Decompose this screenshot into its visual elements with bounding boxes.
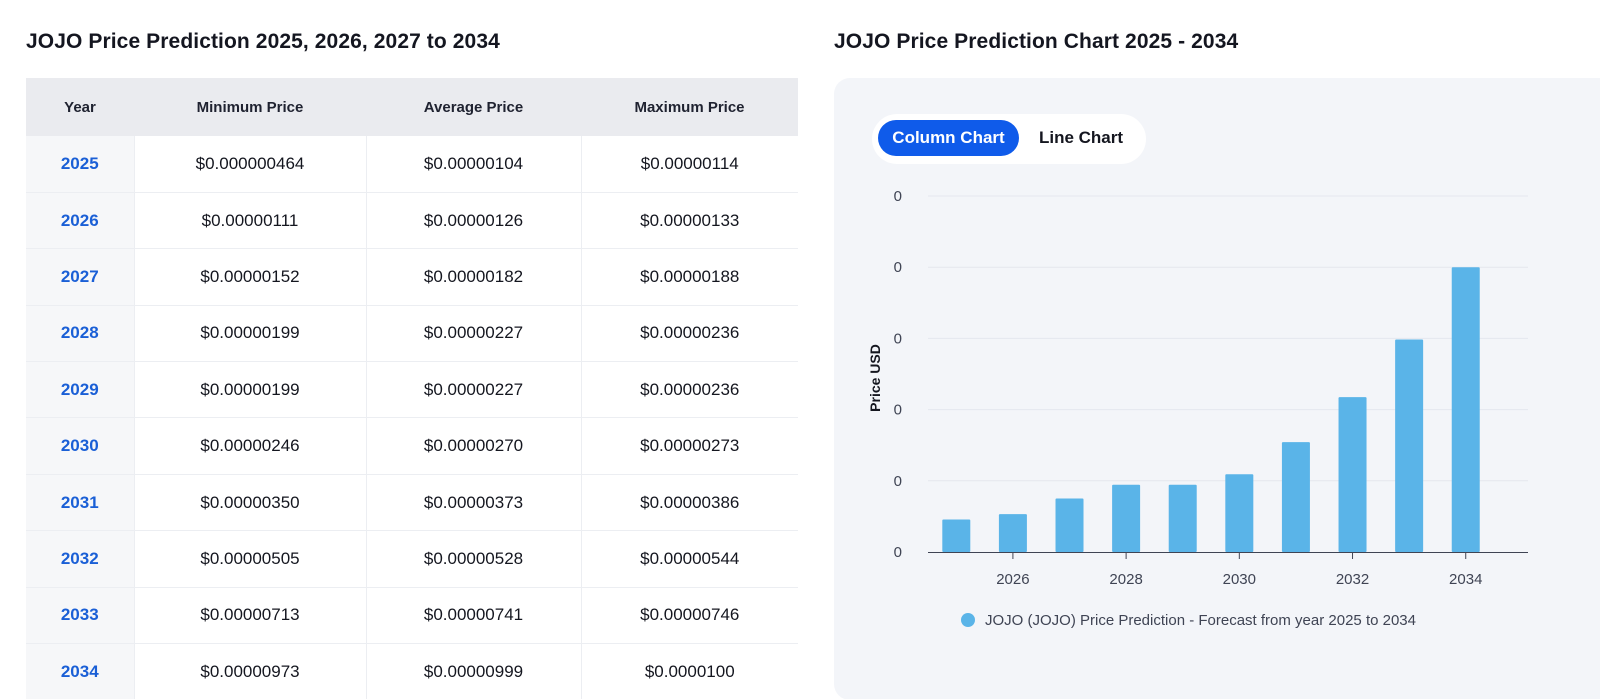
- chart-bar[interactable]: [1225, 474, 1254, 552]
- header-maximum-price: Maximum Price: [581, 78, 798, 136]
- year-link[interactable]: 2032: [26, 530, 134, 588]
- x-tick-label: 2032: [1336, 571, 1369, 588]
- header-average-price: Average Price: [366, 78, 581, 136]
- legend-marker[interactable]: [961, 613, 975, 627]
- table-header-row: Year Minimum Price Average Price Maximum…: [26, 78, 798, 136]
- table-row: 2031 $0.00000350 $0.00000373 $0.00000386: [26, 474, 798, 532]
- minimum-price-cell: $0.00000111: [133, 192, 366, 250]
- x-tick-label: 2026: [996, 571, 1029, 588]
- minimum-price-cell: $0.00000505: [133, 530, 366, 588]
- chart-bar[interactable]: [1112, 484, 1141, 552]
- header-year: Year: [26, 78, 134, 136]
- maximum-price-cell: $0.00000188: [580, 248, 798, 306]
- table-row: 2033 $0.00000713 $0.00000741 $0.00000746: [26, 587, 798, 645]
- price-column-chart: 0 0 0 0 0 0 Price USD 2026 2028 2030 2032 2034 JOJO …: [867, 188, 1528, 629]
- average-price-cell: $0.00000182: [365, 248, 581, 306]
- average-price-cell: $0.00000999: [365, 643, 581, 699]
- minimum-price-cell: $0.00000246: [133, 417, 366, 475]
- year-link[interactable]: 2033: [26, 587, 134, 645]
- year-link[interactable]: 2029: [26, 361, 134, 419]
- legend-label[interactable]: JOJO (JOJO) Price Prediction - Forecast …: [985, 612, 1416, 629]
- table-row: 2027 $0.00000152 $0.00000182 $0.00000188: [26, 248, 798, 306]
- x-tick-label: 2030: [1223, 571, 1256, 588]
- y-axis-title: Price USD: [867, 344, 883, 412]
- minimum-price-cell: $0.000000464: [133, 136, 366, 193]
- year-link[interactable]: 2026: [26, 192, 134, 250]
- year-link[interactable]: 2027: [26, 248, 134, 306]
- average-price-cell: $0.00000373: [365, 474, 581, 532]
- chart-bar[interactable]: [1281, 442, 1310, 552]
- x-tick-label: 2034: [1449, 571, 1482, 588]
- y-tick-label: 0: [894, 188, 902, 205]
- year-link[interactable]: 2030: [26, 417, 134, 475]
- average-price-cell: $0.00000227: [365, 361, 581, 419]
- table-row: 2034 $0.00000973 $0.00000999 $0.0000100: [26, 643, 798, 699]
- maximum-price-cell: $0.00000114: [580, 136, 798, 193]
- y-tick-label: 0: [894, 330, 902, 347]
- maximum-price-cell: $0.00000236: [580, 305, 798, 363]
- table-row: 2030 $0.00000246 $0.00000270 $0.00000273: [26, 417, 798, 475]
- chart-bar[interactable]: [998, 514, 1027, 552]
- average-price-cell: $0.00000104: [365, 136, 581, 193]
- maximum-price-cell: $0.0000100: [580, 643, 798, 699]
- table-row: 2029 $0.00000199 $0.00000227 $0.00000236: [26, 361, 798, 419]
- line-chart-button[interactable]: Line Chart: [1038, 128, 1124, 147]
- minimum-price-cell: $0.00000199: [133, 305, 366, 363]
- average-price-cell: $0.00000227: [365, 305, 581, 363]
- year-link[interactable]: 2031: [26, 474, 134, 532]
- maximum-price-cell: $0.00000236: [580, 361, 798, 419]
- price-prediction-table-container: Year Minimum Price Average Price Maximum…: [26, 78, 798, 699]
- y-tick-label: 0: [894, 544, 902, 561]
- y-tick-label: 0: [894, 402, 902, 419]
- maximum-price-cell: $0.00000273: [580, 417, 798, 475]
- minimum-price-cell: $0.00000713: [133, 587, 366, 645]
- maximum-price-cell: $0.00000544: [580, 530, 798, 588]
- chart-bar[interactable]: [1338, 397, 1367, 552]
- average-price-cell: $0.00000741: [365, 587, 581, 645]
- year-link[interactable]: 2034: [26, 643, 134, 699]
- y-tick-label: 0: [894, 259, 902, 276]
- chart-type-toggle: Column Chart Line Chart: [872, 114, 1146, 164]
- chart-bar[interactable]: [1395, 339, 1424, 552]
- chart-bar[interactable]: [1168, 484, 1197, 552]
- average-price-cell: $0.00000126: [365, 192, 581, 250]
- chart-panel: Column Chart Line Chart 0 0 0 0 0 0 Price USD 2…: [834, 78, 1600, 699]
- y-tick-label: 0: [894, 473, 902, 490]
- table-title: JOJO Price Prediction 2025, 2026, 2027 t…: [26, 30, 500, 53]
- table-row: 2026 $0.00000111 $0.00000126 $0.00000133: [26, 192, 798, 250]
- minimum-price-cell: $0.00000973: [133, 643, 366, 699]
- chart-bar[interactable]: [1055, 498, 1084, 552]
- maximum-price-cell: $0.00000386: [580, 474, 798, 532]
- chart-title: JOJO Price Prediction Chart 2025 - 2034: [834, 30, 1239, 53]
- header-minimum-price: Minimum Price: [134, 78, 366, 136]
- year-link[interactable]: 2025: [26, 136, 134, 193]
- maximum-price-cell: $0.00000746: [580, 587, 798, 645]
- minimum-price-cell: $0.00000350: [133, 474, 366, 532]
- average-price-cell: $0.00000270: [365, 417, 581, 475]
- x-tick-label: 2028: [1109, 571, 1142, 588]
- table-row: 2025 $0.000000464 $0.00000104 $0.0000011…: [26, 136, 798, 193]
- minimum-price-cell: $0.00000199: [133, 361, 366, 419]
- table-row: 2032 $0.00000505 $0.00000528 $0.00000544: [26, 530, 798, 588]
- average-price-cell: $0.00000528: [365, 530, 581, 588]
- maximum-price-cell: $0.00000133: [580, 192, 798, 250]
- column-chart-button[interactable]: Column Chart: [878, 120, 1019, 156]
- chart-bar[interactable]: [1451, 267, 1480, 552]
- table-row: 2028 $0.00000199 $0.00000227 $0.00000236: [26, 305, 798, 363]
- minimum-price-cell: $0.00000152: [133, 248, 366, 306]
- year-link[interactable]: 2028: [26, 305, 134, 363]
- chart-bar[interactable]: [942, 519, 971, 552]
- price-prediction-table: Year Minimum Price Average Price Maximum…: [26, 78, 798, 699]
